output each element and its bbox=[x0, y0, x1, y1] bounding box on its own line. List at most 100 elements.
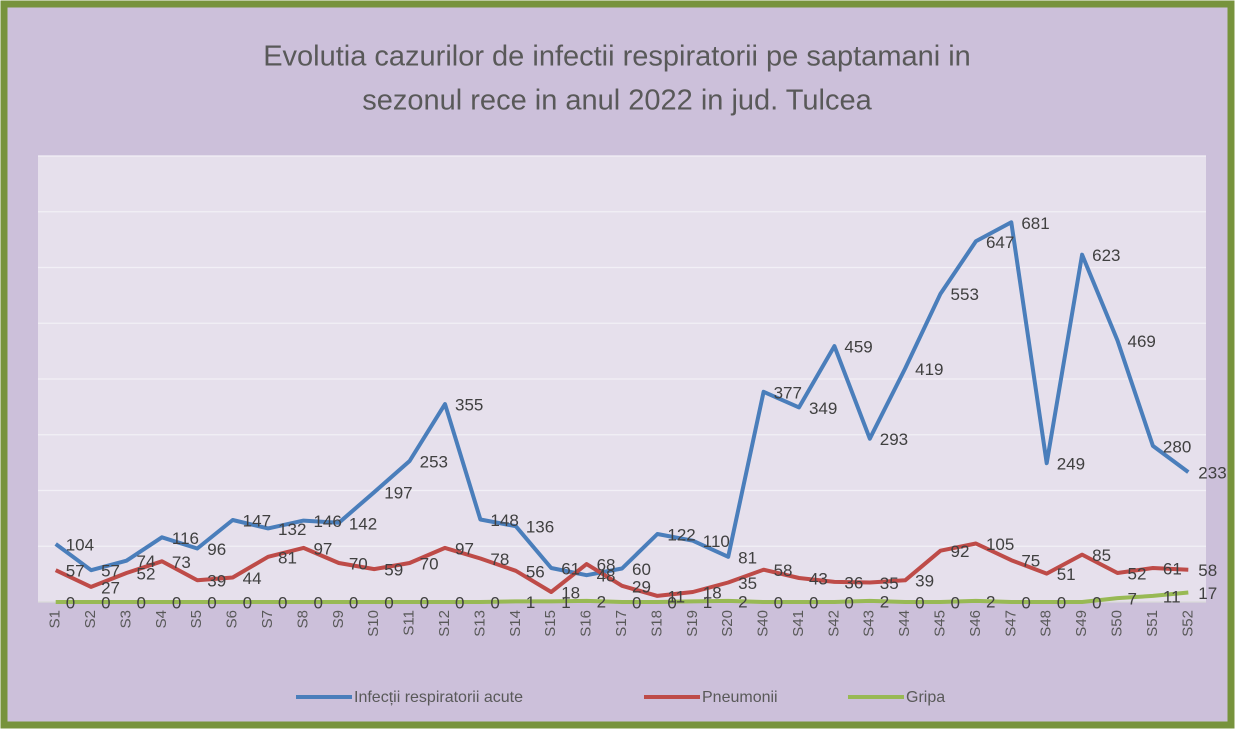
series-line bbox=[54, 541, 1189, 598]
x-tick-label: S19 bbox=[684, 610, 701, 637]
data-label: 0 bbox=[420, 593, 429, 612]
data-label: 647 bbox=[986, 233, 1014, 252]
data-label: 2 bbox=[880, 592, 889, 611]
data-label: 249 bbox=[1057, 455, 1085, 474]
data-label: 0 bbox=[1021, 593, 1030, 612]
data-label: 52 bbox=[1128, 564, 1147, 583]
data-label: 147 bbox=[243, 512, 271, 531]
x-tick-label: S6 bbox=[224, 610, 241, 628]
legend-label: Infecții respiratorii acute bbox=[354, 689, 523, 706]
data-label: 11 bbox=[667, 587, 685, 606]
x-tick-label: S7 bbox=[259, 610, 276, 628]
data-label: 85 bbox=[1092, 546, 1111, 565]
x-tick-label: S43 bbox=[861, 610, 878, 637]
data-label: 0 bbox=[951, 593, 960, 612]
x-tick-label: S11 bbox=[401, 610, 418, 636]
data-label: 39 bbox=[915, 572, 934, 591]
chart-title: sezonul rece in anul 2022 in jud. Tulcea bbox=[362, 85, 872, 117]
data-label: 0 bbox=[278, 593, 287, 612]
data-label: 92 bbox=[951, 542, 970, 561]
series-line bbox=[55, 590, 1189, 604]
data-label: 116 bbox=[172, 529, 199, 548]
data-label: 136 bbox=[526, 518, 554, 537]
data-label: 253 bbox=[420, 452, 448, 471]
x-tick-label: S5 bbox=[188, 610, 205, 628]
x-tick-label: S14 bbox=[507, 610, 524, 637]
data-label: 104 bbox=[66, 536, 94, 555]
data-label: 11 bbox=[1163, 587, 1181, 606]
data-label: 0 bbox=[774, 593, 783, 612]
data-label: 0 bbox=[384, 593, 393, 612]
data-label: 0 bbox=[632, 593, 641, 612]
data-label: 18 bbox=[703, 583, 722, 602]
x-tick-label: S1 bbox=[47, 610, 64, 628]
x-tick-label: S18 bbox=[648, 610, 665, 637]
series-line bbox=[54, 220, 1190, 578]
data-label: 61 bbox=[1163, 559, 1182, 578]
data-label: 132 bbox=[278, 520, 306, 539]
data-label: 0 bbox=[207, 593, 216, 612]
x-tick-label: S45 bbox=[932, 610, 949, 637]
data-label: 61 bbox=[561, 559, 580, 578]
data-label: 681 bbox=[1021, 214, 1049, 233]
data-label: 0 bbox=[349, 593, 358, 612]
data-label: 48 bbox=[597, 567, 616, 586]
x-tick-label: S13 bbox=[471, 610, 488, 637]
data-label: 110 bbox=[703, 532, 730, 551]
data-label: 0 bbox=[455, 593, 464, 612]
data-label: 57 bbox=[101, 562, 120, 581]
data-label: 75 bbox=[1021, 552, 1040, 571]
data-label: 1 bbox=[703, 593, 712, 612]
x-tick-label: S9 bbox=[330, 610, 347, 628]
data-label: 59 bbox=[384, 561, 403, 580]
x-tick-label: S16 bbox=[578, 610, 595, 637]
legend-label: Pneumonii bbox=[702, 689, 778, 706]
legend-label: Gripa bbox=[906, 689, 945, 706]
data-label: 60 bbox=[632, 560, 651, 579]
x-tick-label: S50 bbox=[1108, 610, 1125, 637]
data-label: 105 bbox=[986, 535, 1014, 554]
x-tick-label: S44 bbox=[896, 610, 913, 637]
data-label: 0 bbox=[490, 593, 499, 612]
data-label: 469 bbox=[1128, 332, 1156, 351]
data-label: 2 bbox=[738, 592, 747, 611]
data-label: 96 bbox=[207, 540, 226, 559]
x-tick-label: S48 bbox=[1038, 610, 1055, 637]
data-label: 29 bbox=[632, 577, 651, 596]
data-label: 349 bbox=[809, 399, 837, 418]
data-label: 148 bbox=[490, 511, 518, 530]
data-label: 2 bbox=[597, 592, 606, 611]
data-label: 0 bbox=[66, 593, 75, 612]
data-label: 197 bbox=[384, 484, 412, 503]
data-label: 122 bbox=[667, 525, 695, 544]
data-label: 1 bbox=[526, 593, 535, 612]
data-label: 70 bbox=[420, 554, 439, 573]
data-label: 52 bbox=[136, 564, 155, 583]
data-label: 97 bbox=[455, 539, 474, 558]
data-label: 43 bbox=[809, 570, 828, 589]
data-label: 35 bbox=[880, 574, 899, 593]
grid bbox=[38, 155, 1206, 603]
x-tick-label: S15 bbox=[542, 610, 559, 637]
data-label: 51 bbox=[1057, 565, 1076, 584]
x-tick-label: S49 bbox=[1073, 610, 1090, 637]
data-label: 0 bbox=[844, 593, 853, 612]
data-label: 78 bbox=[490, 550, 509, 569]
x-tick-label: S4 bbox=[153, 610, 170, 628]
data-label: 355 bbox=[455, 396, 483, 415]
x-tick-label: S2 bbox=[82, 610, 99, 628]
data-label: 81 bbox=[738, 548, 757, 567]
data-label: 377 bbox=[774, 383, 802, 402]
x-tick-label: S51 bbox=[1144, 610, 1161, 637]
x-tick-label: S10 bbox=[365, 610, 382, 637]
data-label: 0 bbox=[313, 593, 322, 612]
data-label: 7 bbox=[1128, 590, 1137, 609]
data-label: 17 bbox=[1198, 584, 1217, 603]
data-label: 280 bbox=[1163, 437, 1191, 456]
data-label: 2 bbox=[986, 592, 995, 611]
data-label: 70 bbox=[349, 554, 368, 573]
data-label: 58 bbox=[774, 561, 793, 580]
data-label: 56 bbox=[526, 562, 545, 581]
data-label: 74 bbox=[136, 552, 155, 571]
